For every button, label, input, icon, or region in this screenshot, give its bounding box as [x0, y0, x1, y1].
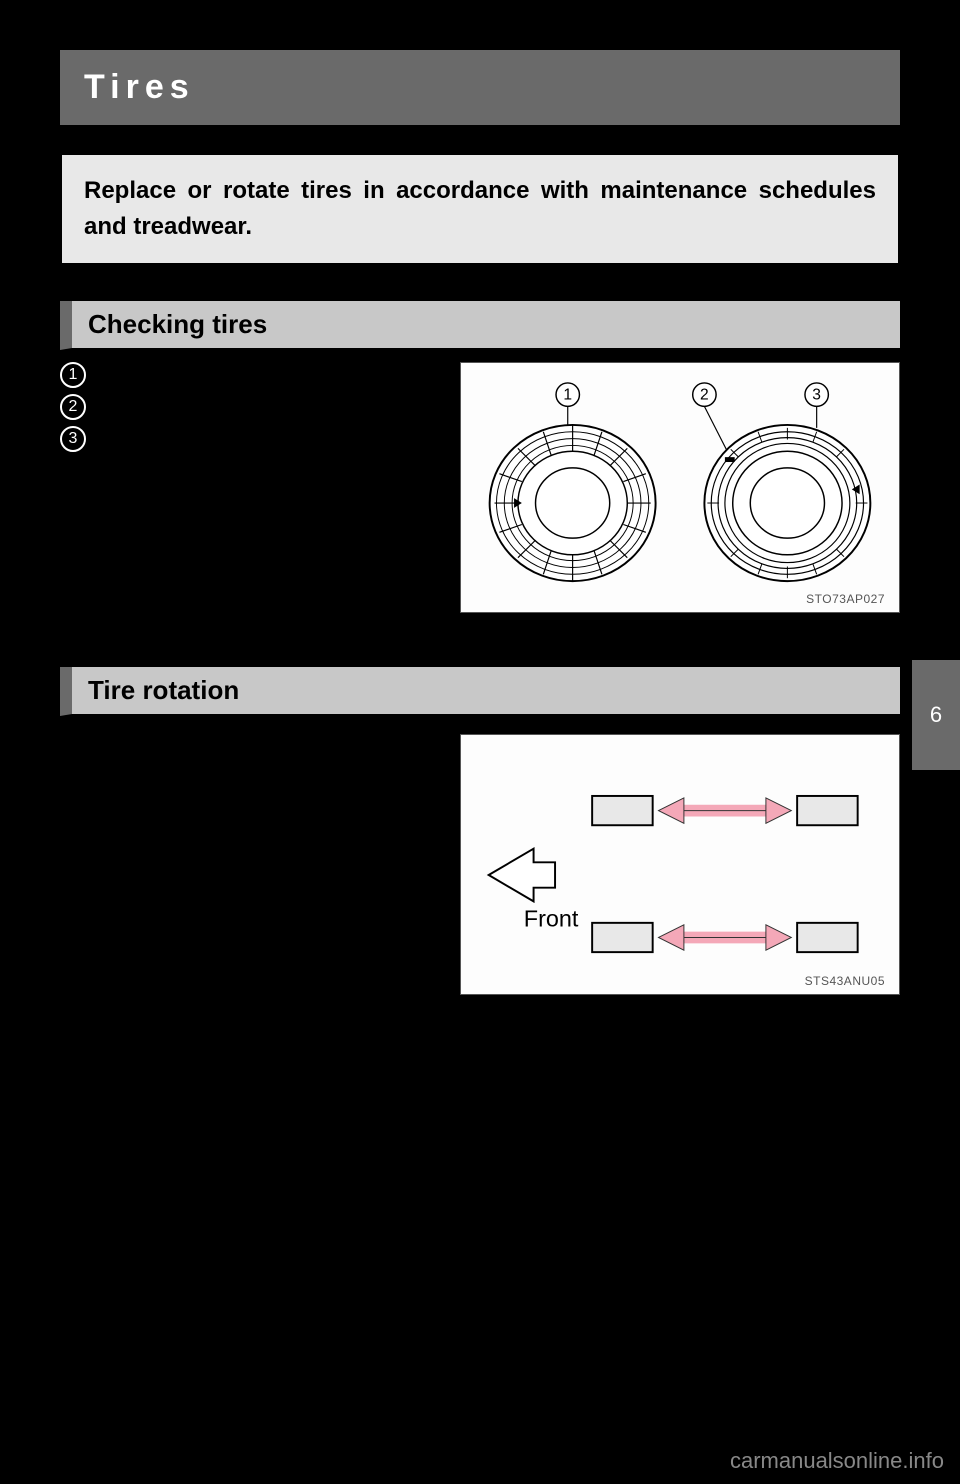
worn-tire-icon: [704, 425, 870, 581]
tire-rotation-figure: Front: [460, 734, 900, 995]
callout-label-3: Worn tread: [96, 426, 204, 452]
figure-callout-2: 2: [700, 387, 709, 404]
list-item: 1 New tread: [60, 362, 450, 388]
rotation-para-2: To equalize tire wear and extend tire li…: [60, 787, 440, 928]
callout-number-1: 1: [60, 362, 86, 388]
tire-illustration: 1 2 3: [475, 381, 885, 586]
list-item: 2 Treadwear indicator: [60, 394, 450, 420]
watermark-text: carmanualsonline.info: [730, 1448, 944, 1474]
list-item: 3 Worn tread: [60, 426, 450, 452]
figure-callout-1: 1: [563, 387, 572, 404]
rotation-arrow-bottom: [659, 925, 792, 950]
tire-box-rear-right: [797, 923, 858, 952]
callout-number-3: 3: [60, 426, 86, 452]
callout-label-1: New tread: [96, 362, 196, 388]
figure-callout-3: 3: [812, 387, 821, 404]
rotation-para-1: Rotate the tires in the order shown.: [60, 734, 440, 769]
wear-indicator-note: The location of treadwear indicators is …: [60, 466, 450, 631]
tire-box-front-right: [592, 923, 653, 952]
new-tire-icon: [490, 425, 656, 581]
tire-box-rear-left: [797, 796, 858, 825]
section-checking-tires-content: 1 New tread 2 Treadwear indicator 3 Worn…: [60, 362, 900, 631]
tire-box-front-left: [592, 796, 653, 825]
rotation-arrow-top: [659, 798, 792, 823]
rotation-illustration: Front: [475, 753, 885, 968]
front-label: Front: [524, 906, 579, 932]
page-title: Tires: [60, 50, 900, 125]
section-checking-tires-heading: Checking tires: [60, 301, 900, 350]
front-arrow-icon: [489, 849, 555, 902]
intro-text: Replace or rotate tires in accordance wi…: [60, 153, 900, 265]
section-tire-rotation-heading: Tire rotation: [60, 667, 900, 716]
rotation-para-3: Do not fail to initialize the tire press…: [60, 946, 440, 1016]
section-tire-rotation-content: Rotate the tires in the order shown. To …: [60, 734, 900, 1034]
tire-tread-figure: 1 2 3: [460, 362, 900, 613]
callout-number-2: 2: [60, 394, 86, 420]
chapter-tab: 6: [912, 660, 960, 770]
figure-code-1: STO73AP027: [475, 592, 885, 606]
figure-code-2: STS43ANU05: [475, 974, 885, 988]
callout-label-2: Treadwear indicator: [96, 394, 290, 420]
